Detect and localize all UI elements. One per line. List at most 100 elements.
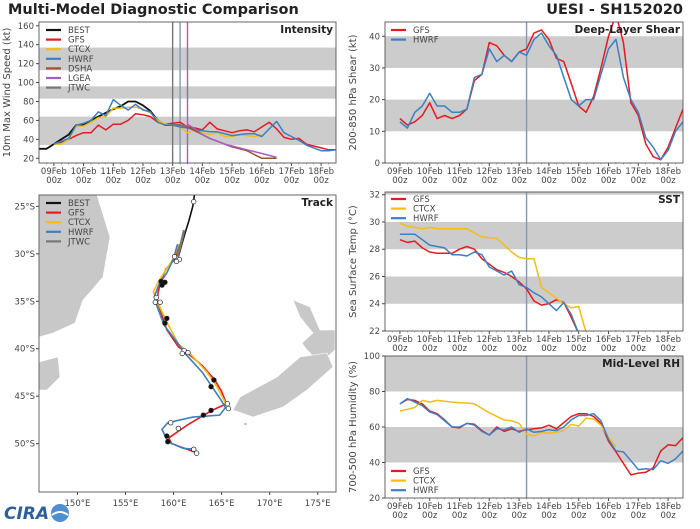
track-marker-open	[185, 349, 191, 356]
y-tick-label: 0	[375, 159, 380, 169]
x-tick-hour-label: 00z	[254, 176, 270, 186]
x-tick-hour-label: 00z	[631, 344, 647, 354]
x-tick-hour-label: 00z	[511, 344, 527, 354]
series-line-jtwc	[172, 124, 188, 127]
x-tick-label: 17Feb	[279, 167, 305, 177]
x-tick-label: 11Feb	[100, 167, 126, 177]
x-tick-label: 09Feb	[387, 502, 413, 512]
x-tick-label: 16Feb	[596, 502, 622, 512]
track-marker-open	[179, 350, 185, 357]
x-tick-label: 12Feb	[476, 502, 502, 512]
y-tick-label: 20	[23, 154, 34, 164]
panel-intensity: 09Feb00z10Feb00z11Feb00z12Feb00z13Feb00z…	[2, 21, 337, 186]
x-tick-hour-label: 00z	[165, 176, 181, 186]
x-tick-label: 175°E	[305, 499, 331, 509]
panel-title: Deep-Layer Shear	[574, 24, 680, 36]
nz-north-island-land	[292, 299, 336, 364]
plot-frame	[384, 21, 684, 164]
x-tick-label: 150°E	[65, 499, 91, 509]
legend-label: HWRF	[413, 486, 439, 496]
plot-frame	[38, 21, 337, 164]
x-tick-label: 15Feb	[566, 502, 592, 512]
x-tick-hour-label: 00z	[422, 344, 438, 354]
gray-band	[385, 221, 683, 250]
x-tick-hour-label: 00z	[541, 511, 557, 521]
legend-label: CTCX	[68, 218, 91, 228]
y-tick-label: 28	[369, 245, 380, 255]
x-tick-hour-label: 00z	[601, 176, 617, 186]
x-tick-label: 16Feb	[596, 335, 622, 345]
panel-title: Intensity	[280, 24, 333, 36]
track-marker-open	[191, 446, 197, 452]
y-tick-label: 10	[369, 127, 380, 137]
x-tick-hour-label: 00z	[135, 176, 151, 186]
plot-area	[39, 22, 336, 163]
panel-title: SST	[658, 194, 681, 206]
stewart-island-land	[244, 423, 247, 425]
track-line-jtwc	[176, 229, 186, 258]
x-tick-hour-label: 00z	[422, 176, 438, 186]
track-marker-open	[191, 198, 197, 205]
legend-label: GFS	[413, 467, 430, 477]
legend-label: GFS	[413, 26, 430, 36]
x-tick-hour-label: 00z	[284, 176, 300, 186]
panel-sst: 09Feb00z10Feb00z11Feb00z12Feb00z13Feb00z…	[348, 191, 684, 354]
y-axis-label: Sea Surface Temp (°C)	[348, 205, 359, 318]
x-tick-hour-label: 00z	[76, 176, 92, 186]
y-tick-label: 80	[369, 388, 380, 398]
x-tick-hour-label: 00z	[482, 176, 498, 186]
track-line-hwrf	[153, 244, 227, 451]
y-tick-label: 22	[369, 327, 380, 337]
track-marker-open	[171, 254, 178, 260]
legend-label: CTCX	[68, 45, 91, 55]
logo-text: CIRA	[4, 504, 49, 524]
track-marker-open	[152, 299, 158, 305]
plot-frame	[38, 194, 337, 493]
series-line-gfs	[53, 113, 336, 151]
legend-label: JTWC	[67, 237, 90, 247]
track-marker-filled	[164, 315, 170, 322]
y-tick-label: 25°S	[15, 202, 35, 212]
y-tick-label: 40°S	[15, 345, 35, 355]
track-marker-open	[193, 450, 200, 456]
x-tick-hour-label: 00z	[541, 176, 557, 186]
x-tick-label: 16Feb	[249, 167, 275, 177]
x-tick-label: 15Feb	[219, 167, 245, 177]
legend-label: CTCX	[413, 477, 436, 487]
x-tick-label: 17Feb	[625, 335, 651, 345]
plot-frame	[384, 191, 684, 332]
y-tick-label: 160	[18, 22, 34, 32]
x-tick-hour-label: 00z	[601, 344, 617, 354]
x-tick-label: 10Feb	[417, 335, 443, 345]
cira-logo: CIRA	[4, 504, 69, 524]
x-tick-label: 18Feb	[655, 502, 681, 512]
y-tick-label: 24	[369, 300, 380, 310]
legend-label: CTCX	[413, 205, 436, 215]
y-axis-label: 10m Max Wind Speed (kt)	[2, 27, 13, 157]
series-line-ctcx	[399, 399, 617, 447]
gray-band	[385, 192, 683, 195]
storm-id: UESI - SH152020	[546, 2, 683, 18]
legend-label: HWRF	[68, 228, 94, 238]
series-line-ctcx	[399, 222, 587, 331]
x-tick-hour-label: 00z	[195, 176, 211, 186]
track-marker-open	[157, 299, 163, 305]
x-tick-hour-label: 00z	[631, 511, 647, 521]
x-tick-label: 13Feb	[506, 502, 532, 512]
gray-band	[385, 276, 683, 304]
x-tick-hour-label: 00z	[392, 176, 408, 186]
tasmania-land	[39, 356, 61, 391]
x-tick-hour-label: 00z	[571, 511, 587, 521]
x-tick-label: 09Feb	[41, 167, 67, 177]
y-tick-label: 120	[18, 60, 34, 70]
x-tick-label: 13Feb	[160, 167, 186, 177]
plot-area	[385, 356, 683, 498]
panel-track: 150°E 155°E 160°E 165°E 170°E 175°E 25°S 30°S 35…	[15, 194, 337, 509]
x-tick-hour-label: 00z	[660, 344, 676, 354]
x-tick-label: 14Feb	[189, 167, 215, 177]
logo-wave-icon	[51, 511, 69, 516]
y-tick-label: 40	[369, 459, 380, 469]
